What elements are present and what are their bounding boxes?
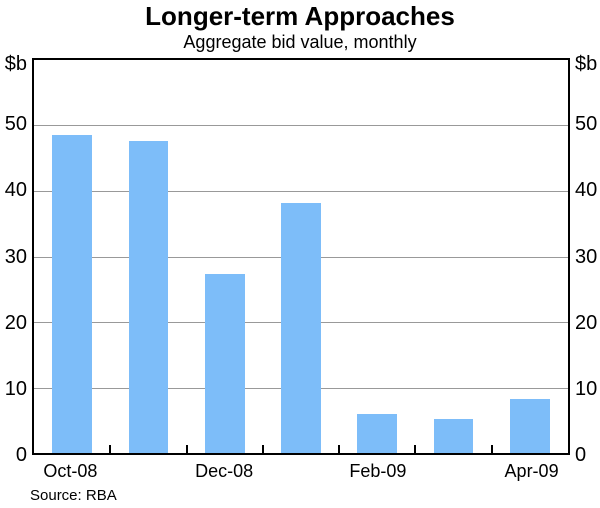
source-note: Source: RBA	[30, 487, 117, 504]
bar-Apr-09	[510, 398, 550, 453]
x-axis-tick	[414, 445, 417, 453]
y-tick-label-left-10: 10	[4, 377, 27, 400]
bar-Nov-08	[128, 141, 169, 453]
bar-Dec-08	[204, 274, 245, 453]
y-axis-labels-left: 0 10 20 30 40 50	[0, 58, 27, 465]
y-axis-unit-left: $b	[4, 53, 27, 75]
x-axis-tick	[109, 445, 112, 453]
y-tick-label-right-50: 50	[575, 113, 598, 136]
bar-Jan-09	[281, 202, 321, 453]
x-axis-label-Dec-08: Dec-08	[195, 461, 254, 481]
y-tick-label-left-20: 20	[4, 311, 27, 334]
plot-inner	[34, 60, 568, 453]
y-tick-label-right-20: 20	[575, 311, 598, 334]
y-axis-labels-right: 0 10 20 30 40 50	[575, 58, 600, 465]
y-tick-label-right-40: 40	[575, 179, 598, 202]
y-axis-unit-right: $b	[575, 53, 598, 75]
y-tick-label-left-50: 50	[4, 113, 27, 136]
bar-Mar-09	[433, 418, 474, 453]
x-axis-label-Oct-08: Oct-08	[43, 461, 98, 481]
chart-subtitle: Aggregate bid value, monthly	[183, 32, 417, 52]
y-tick-label-right-10: 10	[575, 377, 598, 400]
x-axis-labels: Oct-08 Dec-08 Feb-09 Apr-09	[32, 461, 570, 483]
bar-Feb-09	[357, 413, 398, 453]
y-tick-label-left-0: 0	[15, 444, 27, 466]
x-axis-tick	[261, 445, 264, 453]
y-tick-label-right-0: 0	[575, 444, 587, 466]
gridline-40	[34, 190, 568, 192]
y-tick-label-left-30: 30	[4, 245, 27, 268]
x-axis-tick	[490, 445, 493, 453]
y-tick-label-right-30: 30	[575, 245, 598, 268]
gridline-50	[34, 125, 568, 127]
x-axis-tick	[185, 445, 188, 453]
chart-title: Longer-term Approaches	[145, 1, 455, 31]
x-axis-tick	[338, 445, 341, 453]
x-axis-label-Feb-09: Feb-09	[349, 461, 407, 481]
bar-Oct-08	[52, 135, 92, 453]
plot-area	[32, 58, 570, 455]
x-axis-label-Apr-09: Apr-09	[504, 461, 559, 481]
y-tick-label-left-40: 40	[4, 179, 27, 202]
